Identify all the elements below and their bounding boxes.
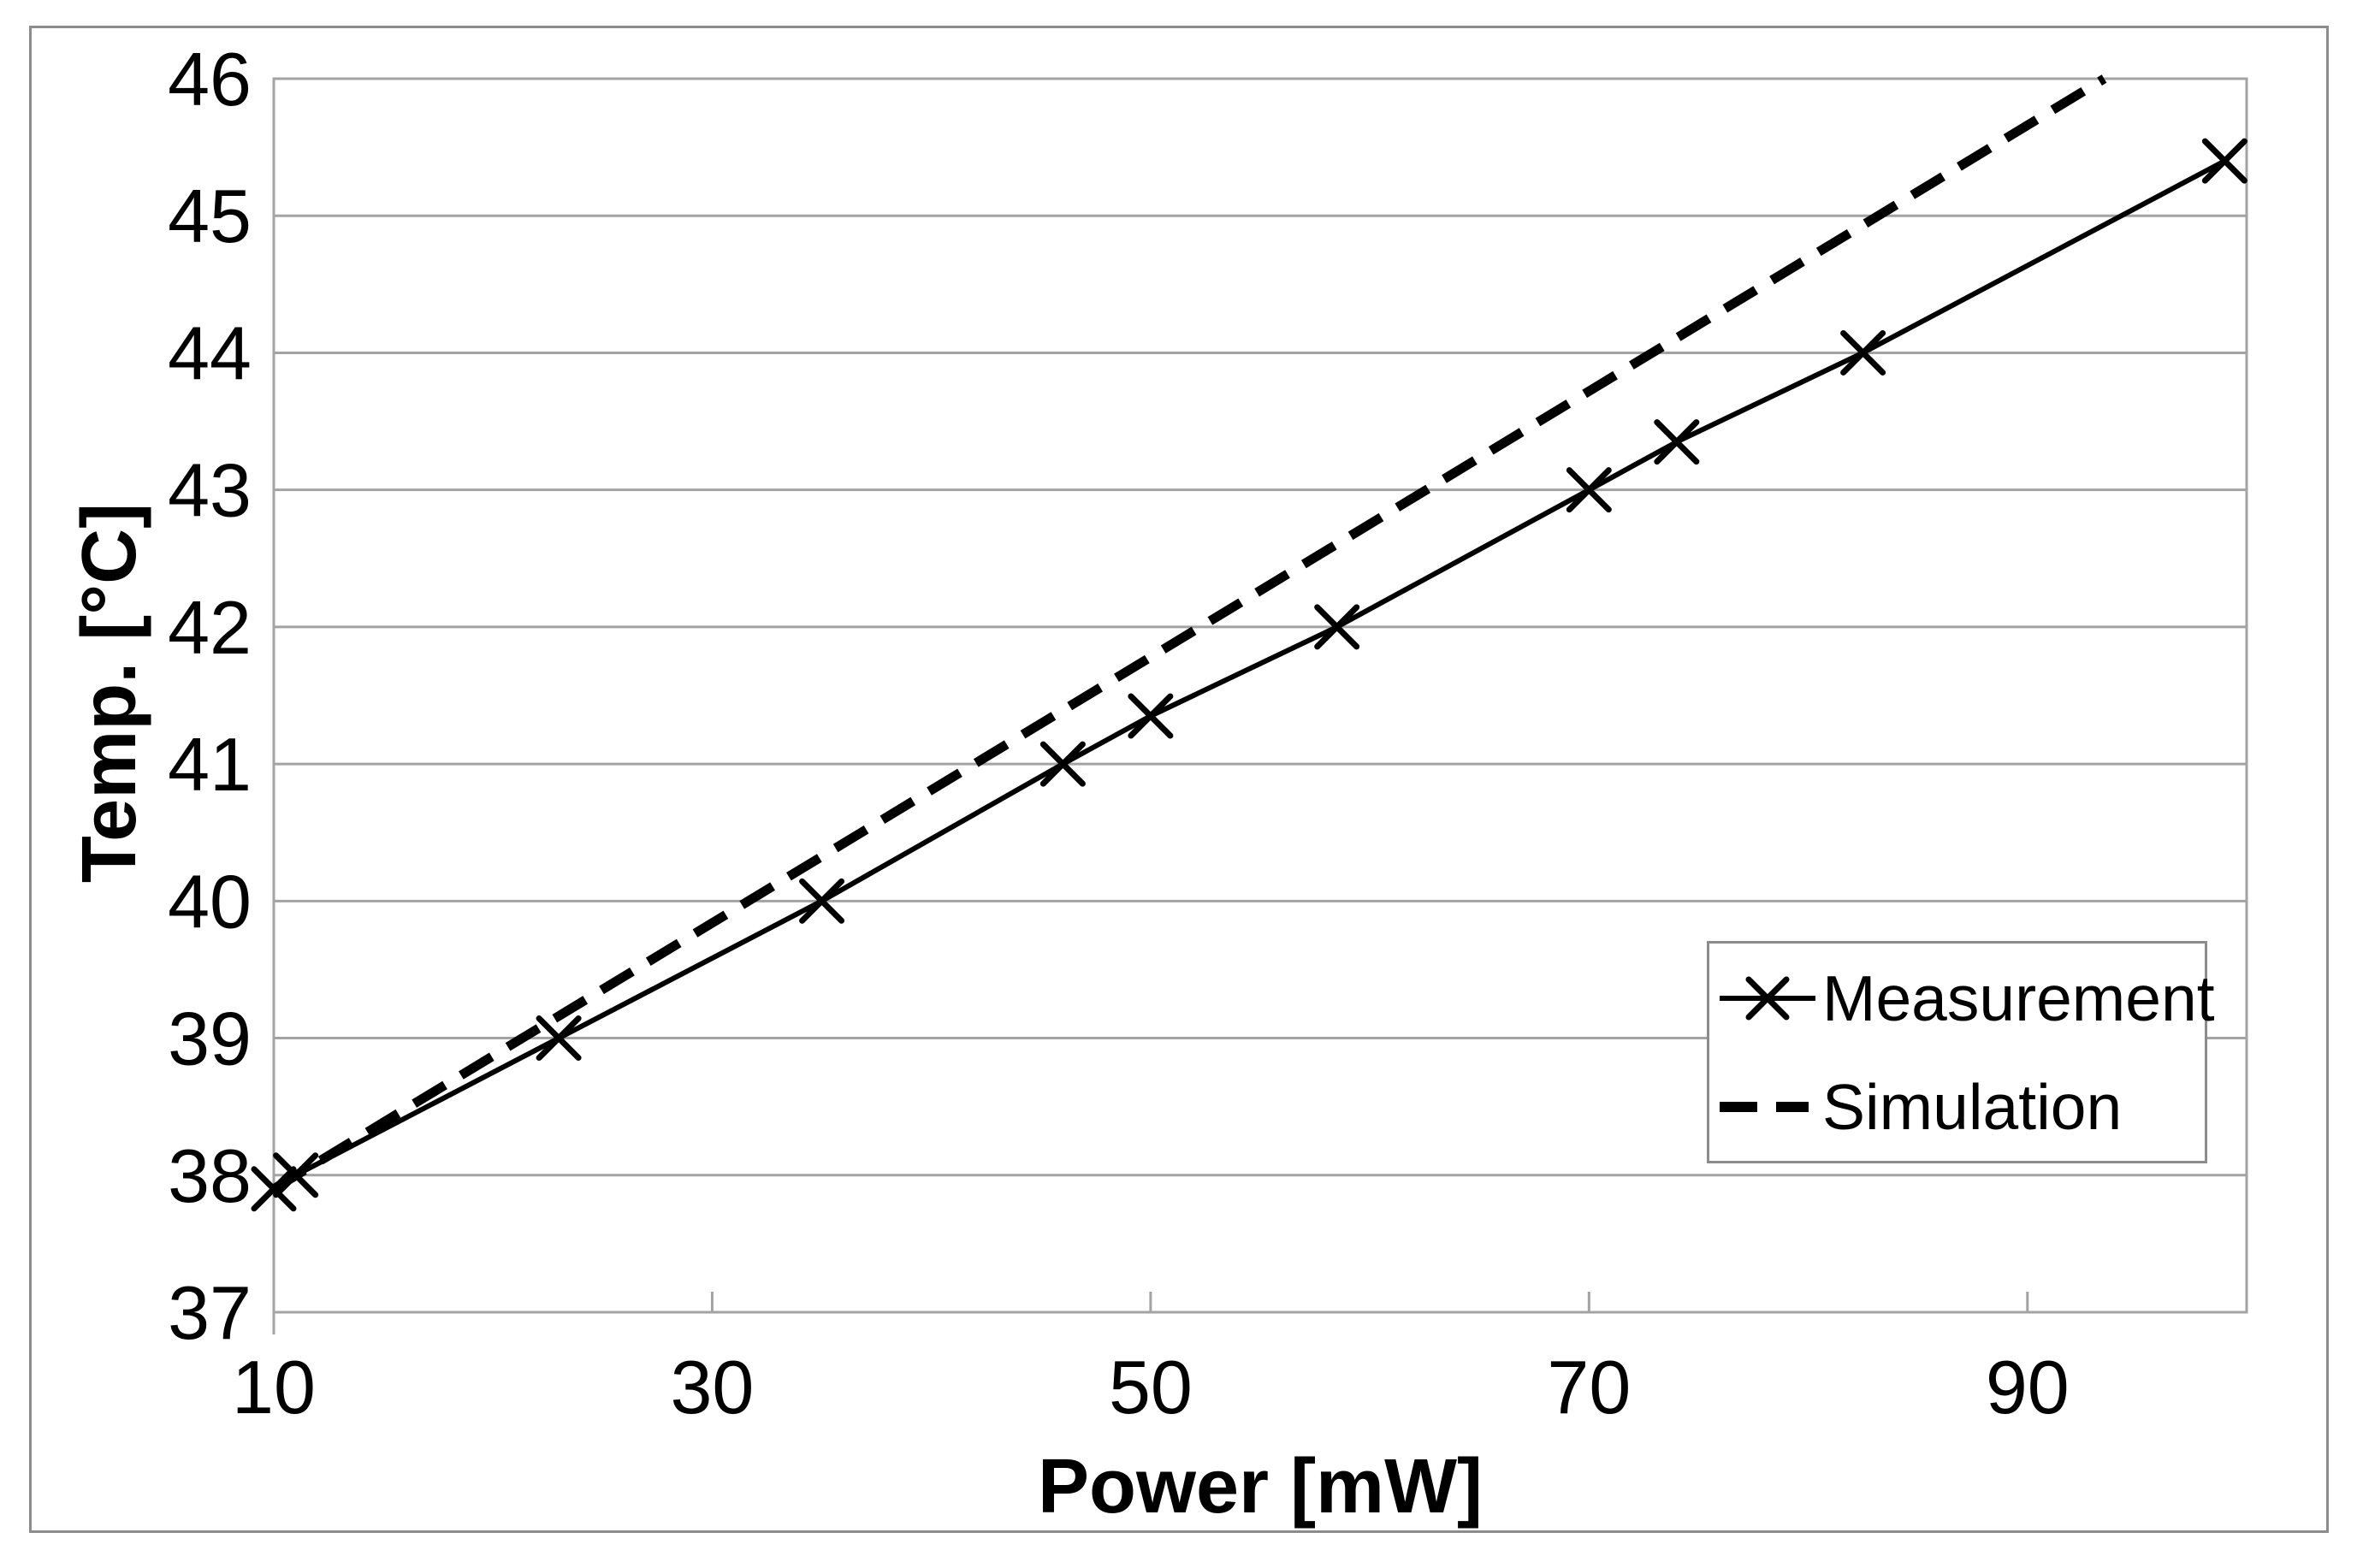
measurement-marker (1039, 741, 1086, 787)
measurement-marker (1566, 467, 1612, 513)
legend-label-measurement: Measurement (1822, 962, 2215, 1034)
y-tick-label: 46 (168, 37, 252, 121)
measurement-marker (2201, 138, 2247, 184)
y-tick-label: 44 (168, 311, 252, 395)
measurement-marker (1654, 419, 1700, 465)
measurement-marker (536, 1015, 582, 1062)
x-tick-label: 30 (670, 1345, 754, 1429)
figure-border (29, 26, 2329, 1533)
legend-label-simulation: Simulation (1822, 1070, 2123, 1143)
x-tick-label: 10 (232, 1345, 316, 1429)
y-tick-label: 37 (168, 1270, 252, 1355)
legend-item-measurement: Measurement (1709, 944, 2215, 1052)
measurement-marker (1840, 329, 1886, 376)
measurement-marker (1128, 693, 1174, 739)
y-tick-label: 43 (168, 448, 252, 533)
measurement-marker (799, 878, 845, 924)
measurement-marker (251, 1166, 297, 1212)
y-tick-label: 42 (168, 585, 252, 670)
legend: Measurement Simulation (1707, 941, 2215, 1163)
measurement-line-sample (1720, 976, 1815, 1020)
y-tick-label: 38 (168, 1133, 252, 1218)
y-tick-label: 40 (168, 859, 252, 944)
y-tick-label: 41 (168, 722, 252, 807)
x-tick-label: 90 (1986, 1345, 2070, 1429)
x-tick-label: 70 (1547, 1345, 1631, 1429)
y-axis-title: Temp. [°C] (67, 502, 152, 884)
simulation-line (271, 74, 2107, 1193)
x-axis-title: Power [mW] (1037, 1444, 1483, 1530)
y-tick-label: 45 (168, 174, 252, 258)
x-tick-label: 50 (1109, 1345, 1193, 1429)
legend-item-simulation: Simulation (1709, 1052, 2205, 1161)
plot-border (272, 77, 2248, 1314)
measurement-marker (1314, 604, 1360, 650)
y-tick-label: 39 (168, 997, 252, 1081)
simulation-line-sample (1720, 1101, 1809, 1112)
measurement-marker (273, 1152, 319, 1198)
